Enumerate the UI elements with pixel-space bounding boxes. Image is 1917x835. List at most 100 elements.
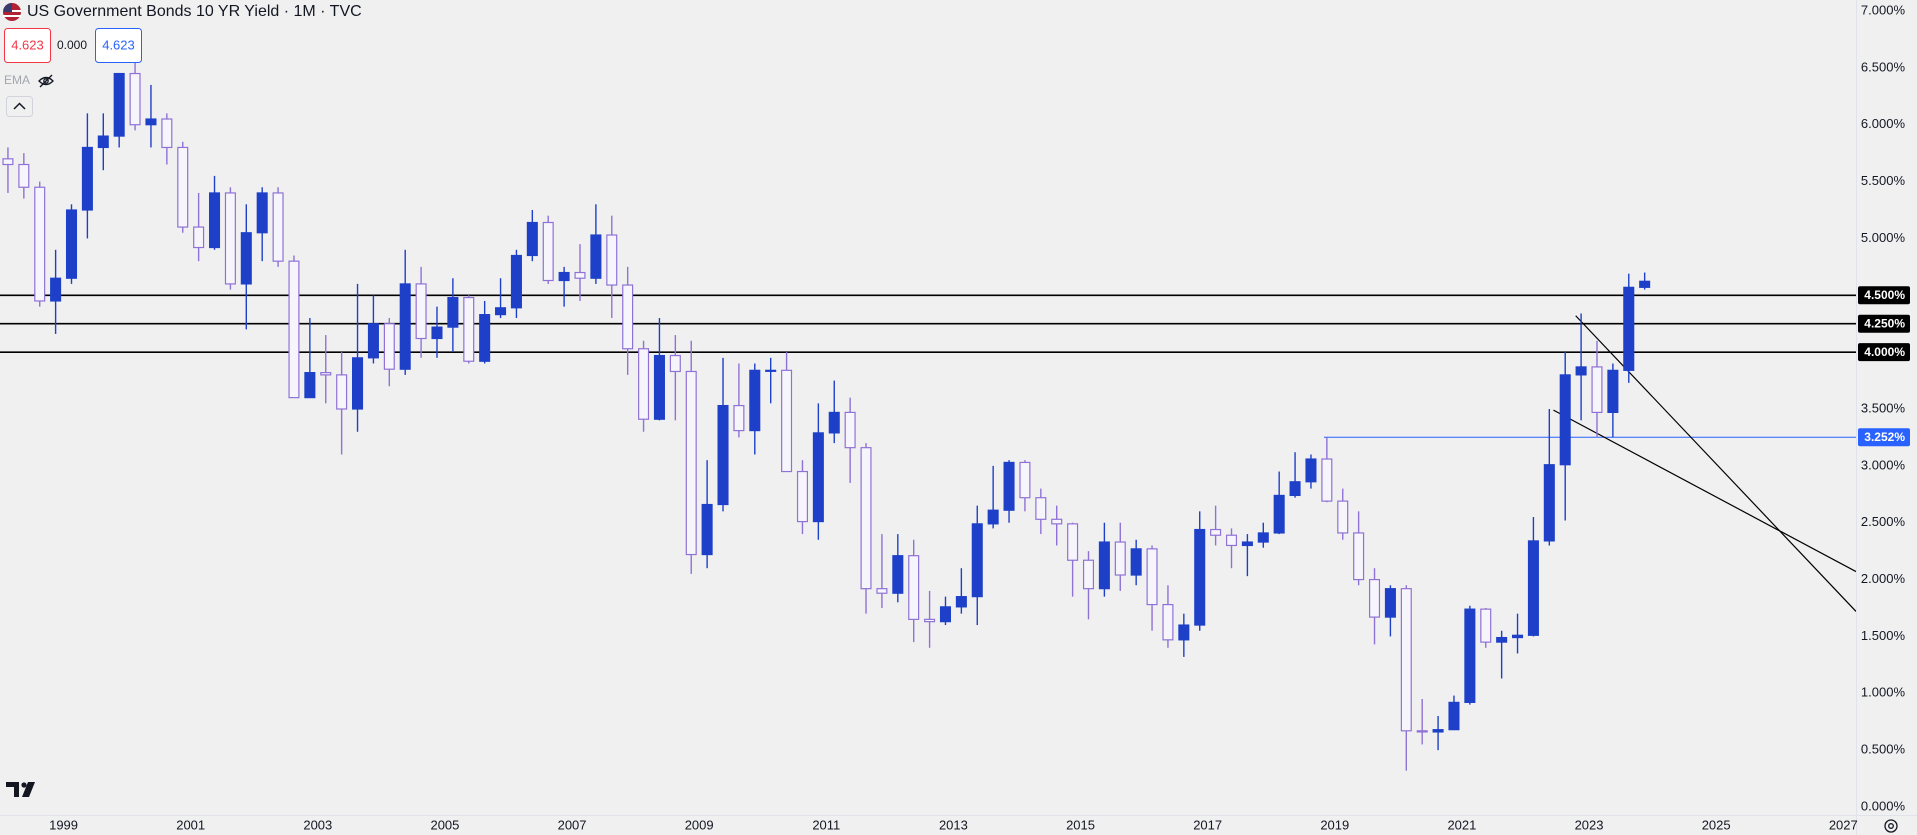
candle-body [590,234,602,279]
y-tick-label: 5.000% [1861,230,1906,245]
candle-body [495,307,507,316]
level-label-box [1858,428,1910,447]
candle-body [18,163,30,188]
candle-body [240,232,252,285]
candle-body [415,283,427,340]
candle-body [129,72,141,126]
candle-body [717,404,729,506]
x-tick-label: 2023 [1575,817,1604,832]
y-tick-label: 2.000% [1861,571,1906,586]
candle-body [145,118,157,126]
candle-body [1623,286,1635,371]
candle-body [1591,366,1603,414]
buy-price[interactable]: 4.623 [102,37,135,52]
candle-body [796,470,808,523]
y-tick-label: 2.500% [1861,514,1906,529]
candle-body [828,411,840,434]
candle-body [542,221,554,282]
candle-body [479,314,491,362]
candle-body [1305,458,1317,483]
candle-body [892,555,904,594]
chart-title: US Government Bonds 10 YR Yield · 1M · T… [27,3,362,20]
candle-body [1019,461,1031,499]
candle-body [971,523,983,598]
sell-price[interactable]: 4.623 [11,37,44,52]
candle-body [1400,588,1412,732]
x-tick-label: 2013 [939,817,968,832]
candle-body [193,226,205,249]
candle-body [606,234,618,286]
collapse-button[interactable] [6,96,33,117]
y-tick-label: 1.500% [1861,628,1906,643]
candle-body [876,588,888,594]
candle-body [1639,280,1651,288]
candle-body [208,192,221,249]
x-tick-label: 2025 [1702,817,1731,832]
candle-body [1289,481,1301,497]
candle-body [1273,494,1285,534]
candle-body [1225,534,1238,547]
candle-body [987,509,999,525]
candle-body [844,411,856,449]
candle-body [336,374,348,410]
symbol-icon[interactable] [3,3,21,21]
candle-body [860,447,872,590]
candle-body [256,192,268,234]
x-tick-label: 2021 [1447,817,1476,832]
visibility-toggle[interactable] [38,74,54,88]
candle-body [161,118,173,149]
candle-body [685,370,697,556]
settings-button[interactable] [1884,819,1898,833]
level-label: 3.252% [1864,430,1905,444]
x-tick-label: 2001 [176,817,205,832]
candle-body [1448,701,1460,731]
y-tick-label: 6.500% [1861,59,1906,74]
level-label: 4.000% [1864,345,1905,359]
x-tick-label: 2005 [430,817,459,832]
y-tick-label: 3.000% [1861,457,1906,472]
level-label-box [1858,286,1910,305]
candle-body [50,277,62,302]
y-tick-label: 1.000% [1861,685,1906,700]
candle-body [1035,497,1047,520]
indicator-name[interactable]: EMA [4,73,30,87]
candle-body [1384,588,1396,618]
x-tick-label: 2011 [812,817,840,832]
level-label: 4.250% [1864,316,1905,330]
sell-button[interactable] [4,28,51,63]
y-tick-label: 0.000% [1861,798,1906,813]
plot-area [0,56,1856,771]
candle-body [924,618,936,623]
x-tick-label: 2017 [1193,817,1222,832]
candle-body [352,357,364,410]
candle-body [463,296,475,362]
y-tick-label: 0.500% [1861,742,1906,757]
buy-button[interactable] [95,28,142,63]
candle-body [1257,532,1269,543]
level-label-box [1858,343,1910,362]
x-tick-label: 2027 [1829,817,1858,832]
candle-body [638,348,650,420]
level-label: 4.500% [1864,288,1905,302]
candle-body [1559,374,1571,466]
tradingview-logo[interactable] [6,782,35,797]
candle-body [1512,634,1524,639]
candle-body [669,354,681,373]
trend-line [1553,409,1856,573]
candle-body [1337,500,1349,534]
candle-body [1003,461,1015,511]
candle-body [383,323,395,370]
candle-body [765,369,777,372]
x-tick-label: 2009 [685,817,714,832]
candle-body [749,369,761,432]
candle-body [367,323,379,359]
candle-body [1464,608,1476,703]
candle-body [1353,532,1365,581]
candle-body [1368,578,1381,618]
candle-body [65,209,78,279]
candle-body [701,503,713,556]
candle-body [622,284,634,350]
x-tick-label: 2015 [1066,817,1095,832]
level-label-box [1858,314,1910,333]
